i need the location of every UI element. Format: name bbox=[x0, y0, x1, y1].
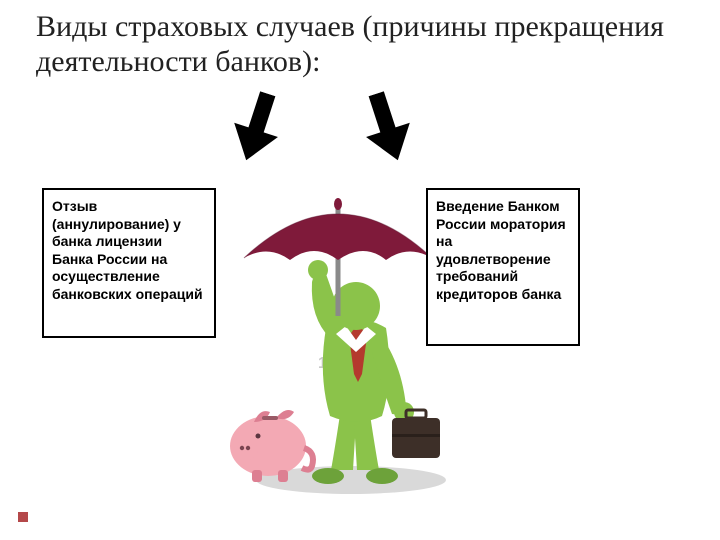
arrow-left bbox=[222, 86, 291, 168]
template-accent-square bbox=[18, 512, 28, 522]
arrow-right bbox=[352, 86, 421, 168]
case-box-left: Отзыв (аннулирование) у банка лицензии Б… bbox=[42, 188, 216, 338]
umbrella-icon bbox=[244, 198, 432, 316]
case-box-right: Введение Банком России моратория на удов… bbox=[426, 188, 580, 346]
page-title: Виды страховых случаев (причины прекраще… bbox=[36, 10, 684, 79]
